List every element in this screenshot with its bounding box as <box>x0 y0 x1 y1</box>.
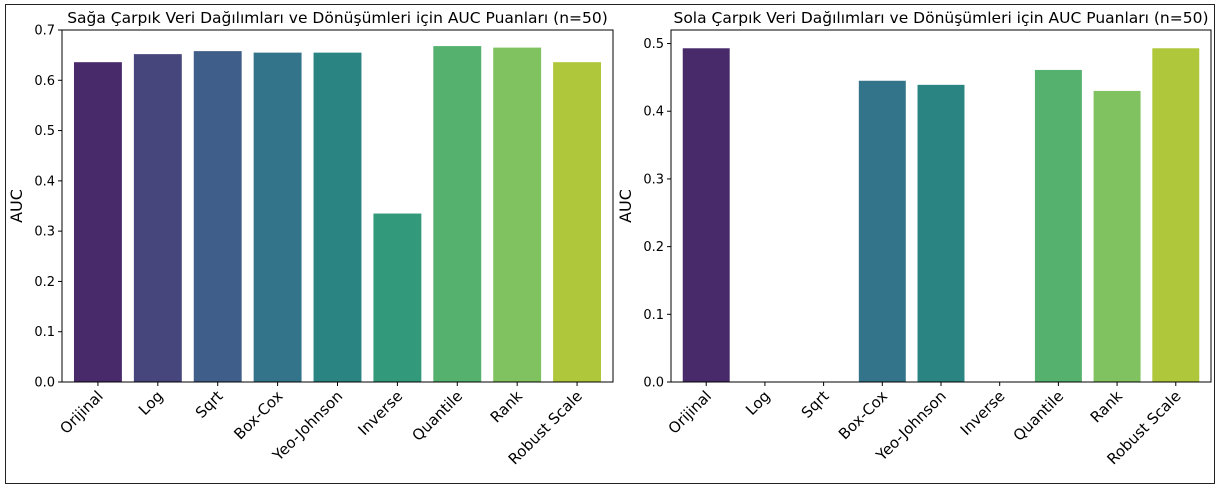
y-tick-label: 0.3 <box>643 172 664 187</box>
x-tick-label: Quantile <box>1010 387 1068 445</box>
y-tick-label: 0.0 <box>34 376 55 391</box>
bar-inverse <box>373 213 422 382</box>
x-tick-label: Rank <box>1087 387 1126 426</box>
x-tick-label: Quantile <box>409 387 467 445</box>
bar-box-cox <box>858 80 906 383</box>
y-tick-label: 0.0 <box>643 376 664 391</box>
bar-robust-scale <box>553 62 602 382</box>
plot-area-frame <box>670 29 1212 383</box>
x-tick-label: Orijinal <box>665 387 715 437</box>
bar-box-cox <box>253 52 302 382</box>
bar-quantile <box>1034 69 1082 382</box>
chart-title: Sola Çarpık Veri Dağılımları ve Dönüşüml… <box>673 9 1208 27</box>
y-axis-label: AUC <box>616 189 635 223</box>
x-tick-label: Sqrt <box>798 387 833 422</box>
y-tick-label: 0.1 <box>643 308 664 323</box>
y-tick-label: 0.3 <box>34 225 55 240</box>
bar-sqrt <box>193 51 242 383</box>
x-tick-label: Log <box>135 387 167 419</box>
y-tick-label: 0.6 <box>34 74 55 89</box>
bar-quantile <box>433 46 482 382</box>
chart-panel-1: Sağa Çarpık Veri Dağılımları ve Dönüşüml… <box>7 9 614 468</box>
bar-log <box>133 54 182 382</box>
y-tick-label: 0.4 <box>643 105 664 120</box>
plot-area-frame <box>61 29 614 383</box>
chart-panel-2: Sola Çarpık Veri Dağılımları ve Dönüşüml… <box>616 9 1212 468</box>
y-axis-label: AUC <box>7 189 26 223</box>
bar-rank <box>493 47 542 382</box>
x-tick-label: Sqrt <box>192 387 227 422</box>
chart-title: Sağa Çarpık Veri Dağılımları ve Dönüşüml… <box>67 9 608 27</box>
y-tick-label: 0.5 <box>643 37 664 52</box>
bar-orijinal <box>682 48 730 383</box>
y-tick-label: 0.1 <box>34 325 55 340</box>
bar-yeo-johnson <box>313 52 362 382</box>
x-tick-label: Log <box>742 387 774 419</box>
y-tick-label: 0.4 <box>34 174 55 189</box>
bar-yeo-johnson <box>917 84 965 382</box>
x-tick-label: Orijinal <box>56 387 106 437</box>
bar-rank <box>1093 90 1141 382</box>
bar-orijinal <box>73 62 122 382</box>
x-tick-label: Box-Cox <box>230 387 286 443</box>
y-tick-label: 0.5 <box>34 124 55 139</box>
bar-robust-scale <box>1152 48 1200 383</box>
y-tick-label: 0.2 <box>34 275 55 290</box>
y-tick-label: 0.2 <box>643 240 664 255</box>
x-tick-label: Inverse <box>957 387 1009 439</box>
x-tick-label: Box-Cox <box>835 387 891 443</box>
x-tick-label: Inverse <box>354 387 406 439</box>
y-tick-label: 0.7 <box>34 24 55 39</box>
figure-frame <box>5 4 1215 484</box>
x-tick-label: Rank <box>487 387 526 426</box>
